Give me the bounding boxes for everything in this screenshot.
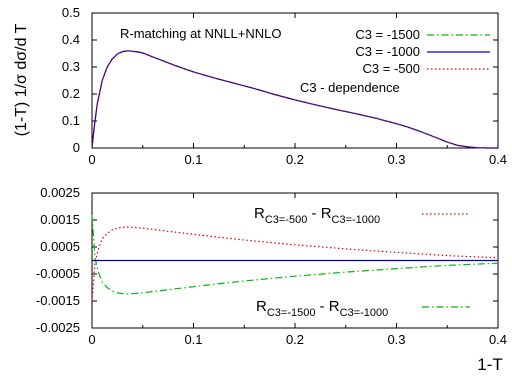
label-mid: - R <box>315 298 339 315</box>
label-sub2: C3=-1000 <box>332 214 381 226</box>
bottom-series <box>91 214 499 302</box>
series-line <box>91 226 499 302</box>
x-tick-label: 0.1 <box>184 152 202 167</box>
label-r: R <box>254 205 265 222</box>
c3-dependence-annotation: C3 - dependence <box>300 80 400 95</box>
label-sub: C3=-1500 <box>267 307 316 319</box>
top-x-ticks: 0 0.1 0.2 0.3 0.4 <box>88 13 507 167</box>
x-tick-label: 0.3 <box>387 332 405 347</box>
x-tick-label: 0.1 <box>184 332 202 347</box>
y-tick-label: -0.0015 <box>36 293 80 308</box>
y-tick-label: 0.2 <box>62 86 80 101</box>
bottom-x-axis-label: 1-T <box>477 355 503 374</box>
y-tick-label: 0.0005 <box>40 239 80 254</box>
x-tick-label: 0 <box>88 152 95 167</box>
y-tick-label: 0.5 <box>62 5 80 20</box>
x-tick-label: 0.4 <box>489 152 507 167</box>
x-tick-label: 0.4 <box>489 332 507 347</box>
x-tick-label: 0 <box>88 332 95 347</box>
top-legend: C3 = -1500 C3 = -1000 C3 = -500 <box>355 27 490 76</box>
top-title-annotation: R-matching at NNLL+NNLO <box>120 26 281 41</box>
difference-series-label: RC3=-500 - RC3=-1000 <box>254 205 380 226</box>
top-series <box>91 50 498 149</box>
y-tick-label: 0.0025 <box>40 185 80 200</box>
label-mid: - R <box>307 205 331 222</box>
bottom-x-ticks: 0 0.1 0.2 0.3 0.4 <box>88 193 507 347</box>
bottom-y-ticks: 0.0025 0.0015 0.0005 -0.0005 -0.0015 -0.0025 <box>36 185 498 335</box>
legend-label: C3 = -1500 <box>355 27 420 42</box>
bottom-panel: 0 0.1 0.2 0.3 0.4 0.0025 0.0015 0.0005 -0.0005 -… <box>36 185 507 374</box>
label-sub: C3=-500 <box>265 214 308 226</box>
y-tick-label: 0 <box>73 140 80 155</box>
x-tick-label: 0.2 <box>286 152 304 167</box>
series-line <box>91 50 498 149</box>
difference-series-label: RC3=-1500 - RC3=-1000 <box>256 298 388 319</box>
legend-label: C3 = -500 <box>363 61 420 76</box>
label-sub2: C3=-1000 <box>340 307 389 319</box>
top-y-ticks: 0 0.1 0.2 0.3 0.4 0.5 <box>62 5 498 155</box>
y-tick-label: 0.4 <box>62 32 80 47</box>
legend-label: C3 = -1000 <box>355 44 420 59</box>
x-tick-label: 0.2 <box>286 332 304 347</box>
y-tick-label: 0.0015 <box>40 212 80 227</box>
y-tick-label: 0.1 <box>62 113 80 128</box>
top-y-axis-label: (1-T) 1/σ dσ/d T <box>13 23 30 136</box>
series-line <box>91 214 499 295</box>
y-tick-label: -0.0005 <box>36 266 80 281</box>
y-tick-label: -0.0025 <box>36 320 80 335</box>
top-panel: 0 0.1 0.2 0.3 0.4 0 0.1 0.2 0.3 0.4 0.5 (1-T) 1/σ… <box>13 5 507 167</box>
y-tick-label: 0.3 <box>62 59 80 74</box>
label-r: R <box>256 298 267 315</box>
x-tick-label: 0.3 <box>387 152 405 167</box>
